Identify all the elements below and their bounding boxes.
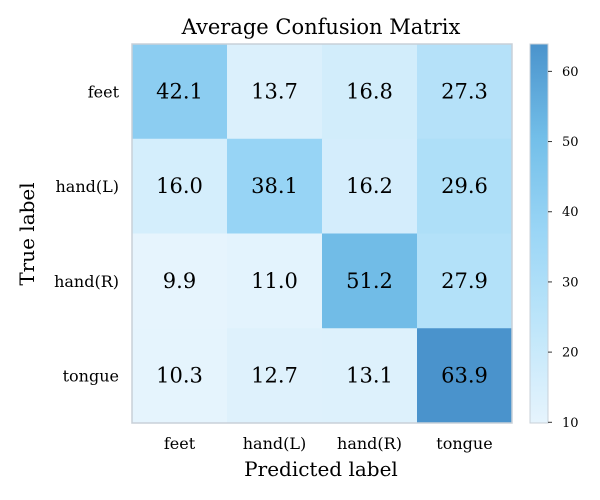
cell-value-label-1-0: 16.0 [156,174,203,198]
x-tick-label-0: feet [164,434,196,453]
cell-value-label-1-3: 29.6 [441,174,488,198]
heatmap-cell-1-1 [227,138,323,234]
cell-value-label-3-3: 63.9 [441,364,488,388]
heatmap-cell-1-3 [417,138,513,234]
cell-value-label-0-0: 42.1 [156,79,203,103]
heatmap-cell-2-3 [417,233,513,329]
colorbar-ticks: 10 20 30 40 50 60 [548,65,579,431]
cell-value-label-2-1: 11.0 [251,269,298,293]
cell-value-label-0-2: 16.8 [346,79,393,103]
heatmap-cell-2-2 [322,233,418,329]
colorbar-tick-label-3: 40 [562,205,579,220]
heatmap-cell-1-0 [132,138,228,234]
cell-value-label-2-2: 51.2 [346,269,393,293]
colorbar-tick-label-5: 60 [562,65,579,80]
y-tick-labels: feet hand(L) hand(R) tongue [54,82,119,385]
cell-value-label-3-0: 10.3 [156,364,203,388]
heatmap-cell-0-3 [417,44,513,140]
heatmap-cell-3-3 [417,328,513,424]
x-tick-label-1: hand(L) [243,434,307,453]
x-tick-label-3: tongue [436,434,492,453]
y-tick-label-2: hand(R) [54,272,119,291]
cell-value-label-1-2: 16.2 [346,174,393,198]
cell-value-label-0-3: 27.3 [441,79,488,103]
colorbar-tick-label-4: 50 [562,135,579,150]
y-axis-label: True label [15,182,39,285]
x-tick-labels: feet hand(L) hand(R) tongue [164,434,493,453]
y-tick-label-1: hand(L) [56,177,120,196]
chart-title: Average Confusion Matrix [181,15,461,39]
heatmap-cells: 42.1 13.7 16.8 27.3 16.0 38.1 16.2 29.6 9.9 11.0 5… [132,44,513,424]
cell-value-label-3-1: 12.7 [251,364,298,388]
heatmap-cell-1-2 [322,138,418,234]
heatmap-cell-3-2 [322,328,418,424]
cell-value-label-2-3: 27.9 [441,269,488,293]
plot-frame [131,43,513,424]
heatmap-cell-2-1 [227,233,323,329]
x-axis-label: Predicted label [244,457,398,481]
cell-value-label-3-2: 13.1 [346,364,393,388]
colorbar-tick-label-0: 10 [562,416,579,431]
colorbar-tick-label-2: 30 [562,275,579,290]
heatmap-cell-3-1 [227,328,323,424]
y-tick-label-3: tongue [63,367,119,386]
cell-value-label-0-1: 13.7 [251,79,298,103]
y-tick-label-0: feet [88,82,120,101]
heatmap-cell-0-0 [132,44,228,140]
colorbar-tick-label-1: 20 [562,346,579,361]
cell-value-label-1-1: 38.1 [251,174,298,198]
heatmap-cell-2-0 [132,233,228,329]
heatmap-cell-3-0 [132,328,228,424]
colorbar [529,43,549,424]
cell-value-label-2-0: 9.9 [163,269,196,293]
heatmap-cell-0-2 [322,44,418,140]
heatmap-cell-0-1 [227,44,323,140]
x-tick-label-2: hand(R) [337,434,402,453]
